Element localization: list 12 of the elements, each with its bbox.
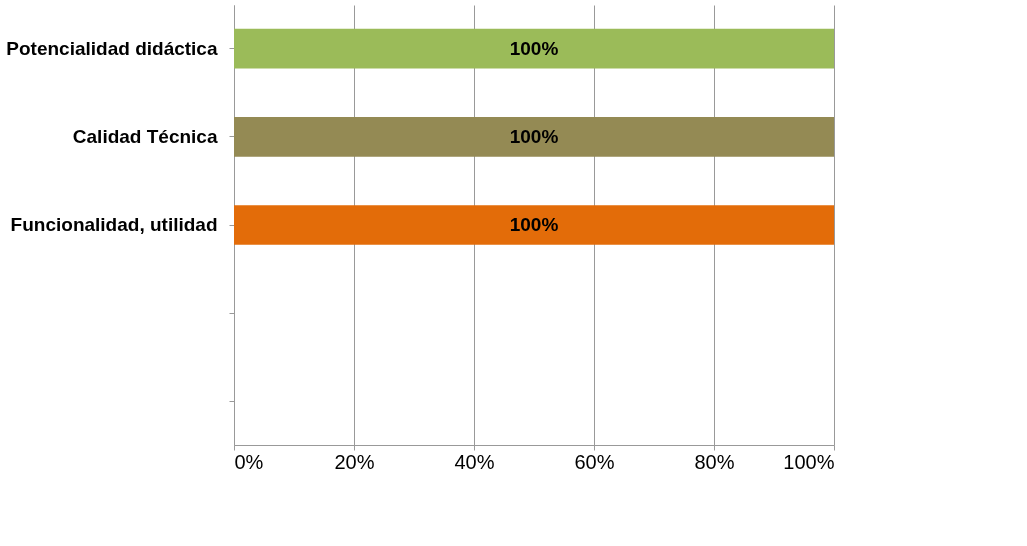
y-tick-label: Calidad Técnica (72, 125, 218, 147)
data-label: 100% (509, 214, 559, 235)
y-tick-label: Potencialidad didáctica (6, 37, 218, 59)
x-tick-label: 20% (334, 450, 375, 473)
data-label: 100% (509, 37, 559, 59)
x-tick-label: 60% (574, 450, 615, 473)
x-tick-label: 100% (783, 450, 835, 473)
y-tick-label: Funcionalidad, utilidad (10, 214, 218, 235)
x-tick-label: 0% (234, 450, 264, 473)
x-tick-label: 40% (454, 450, 495, 473)
data-label: 100% (509, 125, 559, 147)
x-tick-label: 80% (694, 450, 735, 473)
